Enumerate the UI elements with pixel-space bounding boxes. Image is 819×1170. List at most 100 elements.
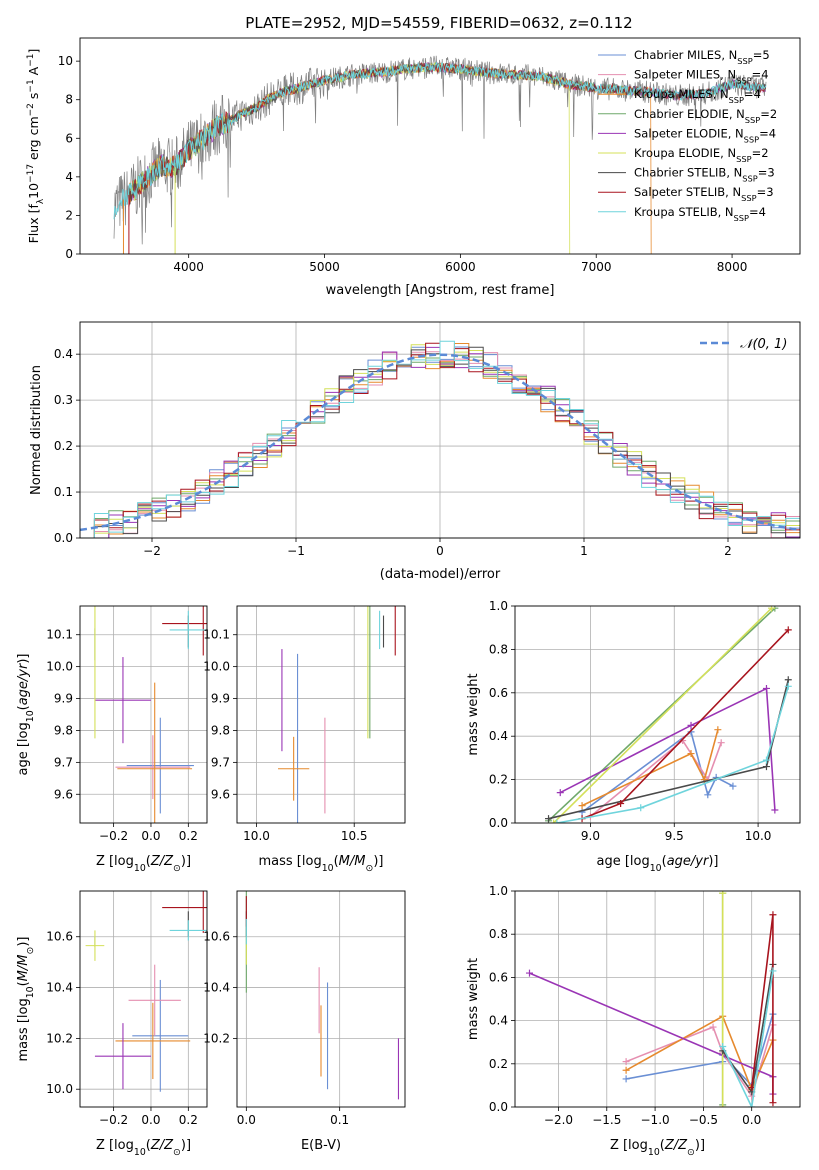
y-tick-label: 10.1 (46, 628, 73, 642)
x-axis-label: Z [log10(Z/Z⊙)] (96, 1138, 191, 1158)
legend-label: Kroupa ELODIE, NSSP=2 (634, 146, 769, 164)
errorbar-point (94, 1023, 151, 1090)
y-axis-label: mass weight (466, 958, 481, 1040)
y-tick-label: 10.2 (46, 1031, 73, 1045)
legend-label: Salpeter STELIB, NSSP=3 (634, 185, 774, 203)
mass-weight-marker (729, 782, 737, 790)
mass-weight-marker (784, 682, 792, 690)
y-axis-label: mass [log10(M/M⊙)] (16, 937, 36, 1062)
y-tick-label: 0.2 (489, 773, 508, 787)
x-tick-label: 0.0 (237, 1113, 256, 1127)
histogram-steps (80, 340, 800, 538)
mass-weight-marker (719, 1103, 727, 1107)
y-axis-label: mass weight (466, 673, 481, 755)
x-axis-label: Z [log10(Z/Z⊙)] (610, 1138, 705, 1158)
mass-weight-marker (578, 802, 586, 810)
legend-label: Chabrier STELIB, NSSP=3 (634, 166, 775, 184)
y-tick-label: 0.0 (489, 816, 508, 830)
axes-massweight_vs_age: 9.0 9.5 10.0 0.0 0.2 0.4 0.6 0.8 1.0 age [log10(a… (466, 599, 801, 874)
y-tick-label: 9.8 (211, 723, 230, 737)
x-tick-label: 0.2 (179, 1113, 198, 1127)
mass-weight-marker (525, 969, 533, 977)
legend-label: Kroupa STELIB, NSSP=4 (634, 205, 766, 223)
mass-weight-marker (578, 808, 586, 816)
x-tick-label: −1.0 (641, 1113, 670, 1127)
axes-frame (79, 890, 208, 1108)
plot-area-mass_vs_ebv (245, 891, 400, 1100)
y-tick-label: 10.6 (203, 930, 230, 944)
axes-age_vs_mass: 10.0 10.5 9.6 9.7 9.8 9.9 10.0 10.1 mass [log10(… (203, 605, 406, 874)
axes-age_vs_Z: −0.2 0.0 0.2 9.6 9.7 9.8 9.9 10.0 10.1 Z [log10(Z… (16, 605, 208, 874)
y-tick-label: 10.2 (203, 1031, 230, 1045)
mass-weight-marker (704, 791, 712, 799)
legend-label: Chabrier ELODIE, NSSP=2 (634, 107, 777, 125)
errorbar-point (132, 979, 189, 1092)
axes-frame (236, 890, 406, 1108)
mass-weight-marker (714, 726, 722, 734)
errorbar-point (126, 717, 194, 814)
x-tick-label: 9.5 (665, 829, 684, 843)
axes-mass_vs_Z: −0.2 0.0 0.2 10.0 10.2 10.4 10.6 Z [log10(Z/Z⊙)… (16, 890, 208, 1158)
x-tick-label: 0.0 (141, 1113, 160, 1127)
y-tick-label: 0.8 (489, 642, 508, 656)
axes-residuals: −2 −1 0 1 2 0.0 0.1 0.2 0.3 0.4 𝒩(0, 1) (data-model… (29, 321, 801, 582)
legend-label: Salpeter MILES, NSSP=4 (634, 68, 769, 86)
mass-weight-line (589, 739, 722, 818)
errorbar-point (162, 891, 207, 933)
y-tick-label: 9.9 (211, 692, 230, 706)
errorbar-point (169, 610, 207, 650)
mass-weight-line (581, 729, 719, 807)
model-fit-line (128, 62, 571, 254)
x-tick-label: −0.2 (99, 829, 128, 843)
axes-frame (514, 605, 801, 824)
mass-weight-marker (719, 891, 727, 897)
mass-weight-marker (622, 1058, 630, 1066)
y-tick-label: 0.8 (489, 927, 508, 941)
x-tick-label: 1 (580, 544, 588, 558)
x-axis-label: age [log10(age/yr)] (596, 854, 718, 874)
legend: Chabrier MILES, NSSP=5 Salpeter MILES, NS… (598, 48, 777, 223)
y-tick-label: 9.7 (54, 755, 73, 769)
model-fit-line (113, 61, 767, 220)
plot-area-spectrum (113, 55, 767, 254)
mass-weight-marker (717, 739, 725, 747)
axes-frame (79, 37, 801, 255)
legend-label: 𝒩(0, 1) (740, 337, 787, 352)
x-tick-label: −2 (143, 544, 161, 558)
x-tick-label: 10.0 (243, 829, 270, 843)
x-tick-label: 0.2 (179, 829, 198, 843)
mass-weight-marker (709, 1023, 717, 1031)
mass-weight-marker (762, 763, 770, 771)
mass-weight-marker (762, 684, 770, 692)
y-tick-label: 8 (65, 93, 73, 107)
y-tick-label: 0.6 (489, 686, 508, 700)
observed-spectrum-line (113, 55, 767, 245)
x-tick-label: −0.2 (99, 1113, 128, 1127)
y-tick-label: 0 (65, 247, 73, 261)
x-tick-label: 5000 (309, 260, 340, 274)
y-tick-label: 9.7 (211, 755, 230, 769)
mass-weight-line (553, 607, 773, 823)
plot-area-mass_vs_Z (85, 891, 207, 1092)
mass-weight-line (625, 1015, 774, 1092)
y-tick-label: 1.0 (489, 884, 508, 898)
x-axis-label: Z [log10(Z/Z⊙)] (96, 854, 191, 874)
y-tick-label: 10.0 (203, 660, 230, 674)
mass-weight-marker (556, 789, 564, 797)
mass-weight-line (556, 686, 790, 823)
axes-frame (236, 605, 406, 824)
plot-area-age_vs_mass (278, 606, 396, 823)
mass-weight-line (721, 970, 774, 1107)
x-tick-label: −1 (287, 544, 305, 558)
y-tick-label: 4 (65, 170, 73, 184)
y-tick-label: 0.4 (489, 1014, 508, 1028)
errorbar-point (162, 606, 207, 656)
y-tick-label: 0.0 (54, 531, 73, 545)
x-tick-label: 10.5 (341, 829, 368, 843)
y-tick-label: 10.1 (203, 628, 230, 642)
axes-frame (514, 890, 801, 1108)
x-tick-label: 10.0 (745, 829, 772, 843)
x-tick-label: 9.0 (581, 829, 600, 843)
